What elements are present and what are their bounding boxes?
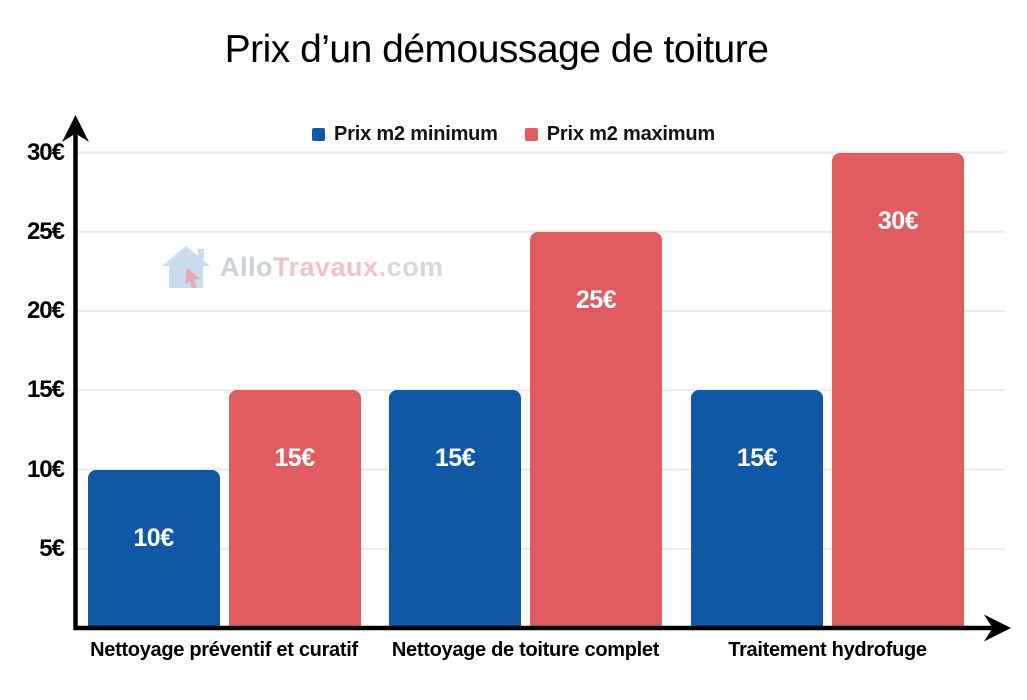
bar-max-1: 25€ (530, 231, 662, 628)
house-icon (162, 246, 210, 289)
legend: Prix m2 minimum Prix m2 maximum (0, 120, 1027, 148)
x-category-label-0: Nettoyage préventif et curatif (90, 639, 358, 661)
x-category-label-1: Nettoyage de toiture complet (391, 639, 660, 661)
bar-value-label: 15€ (736, 444, 778, 473)
bar-value-label: 15€ (274, 444, 315, 473)
y-tick-label: 25€ (26, 217, 65, 245)
x-category-label-2: Traitement hydrofuge (728, 639, 927, 661)
watermark: AlloTravaux.com (160, 244, 444, 290)
bar-min-2: 15€ (691, 390, 823, 628)
legend-swatch-max (524, 127, 538, 141)
bar-value-label: 10€ (133, 523, 174, 552)
x-axis-arrow-icon (984, 614, 1011, 642)
y-tick-label: 15€ (26, 376, 65, 404)
bar-max-2: 30€ (832, 152, 964, 628)
chart-title: Prix d’un démoussage de toiture (224, 28, 769, 71)
bar-min-1: 15€ (389, 390, 521, 628)
bar-value-label: 30€ (877, 206, 919, 235)
y-tick-label: 5€ (39, 534, 65, 562)
bar-max-0: 15€ (228, 390, 361, 628)
legend-label-max: Prix m2 maximum (546, 122, 715, 145)
bar-min-0: 10€ (87, 469, 220, 628)
watermark-text: AlloTravaux.com (220, 252, 444, 283)
bar-value-label: 25€ (575, 285, 617, 314)
watermark-suffix: .com (378, 251, 444, 282)
legend-item-min: Prix m2 minimum (312, 123, 498, 146)
watermark-brand: Travaux (273, 251, 379, 282)
legend-swatch-min (312, 127, 326, 141)
watermark-prefix: Allo (220, 251, 273, 282)
bar-value-label: 15€ (434, 444, 476, 473)
legend-item-max: Prix m2 maximum (524, 122, 715, 146)
y-tick-label: 30€ (26, 138, 65, 166)
y-tick-label: 10€ (26, 455, 65, 483)
legend-label-min: Prix m2 minimum (334, 122, 498, 145)
y-tick-label: 20€ (26, 297, 65, 324)
